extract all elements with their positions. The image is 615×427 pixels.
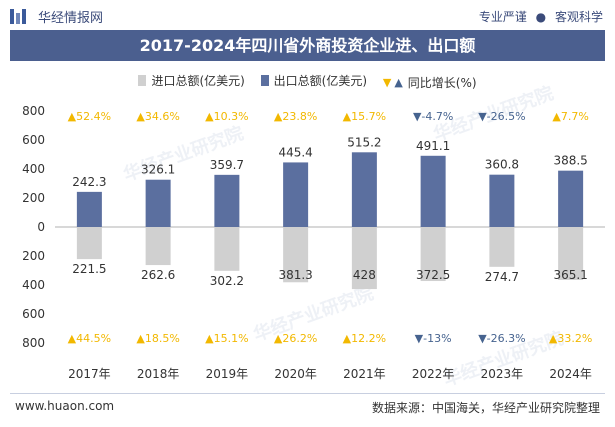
tagline: 专业严谨 ● 客观科学: [479, 8, 603, 25]
y-tick-label: 200: [22, 249, 45, 263]
export-value-label: 326.1: [141, 163, 175, 177]
import-growth-label: ▲18.5%: [136, 332, 179, 345]
export-bar: [76, 191, 102, 227]
legend-label-import: 进口总额(亿美元): [151, 74, 245, 88]
export-growth-label: ▲34.6%: [136, 110, 179, 123]
export-growth-label: ▲23.8%: [274, 110, 317, 123]
y-tick-label: 800: [22, 104, 45, 118]
import-value-label: 428: [353, 268, 376, 282]
legend-label-export: 出口总额(亿美元): [273, 74, 368, 88]
export-value-label: 242.3: [72, 175, 106, 189]
import-value-label: 221.5: [72, 262, 106, 276]
export-value-label: 445.4: [278, 145, 312, 159]
import-bar: [214, 227, 240, 271]
import-bar: [145, 227, 171, 266]
import-bar: [558, 227, 584, 280]
tagline-right: 客观科学: [554, 10, 603, 24]
top-bar: 华经情报网 专业严谨 ● 客观科学: [0, 0, 615, 30]
export-growth-label: ▲7.7%: [552, 110, 588, 123]
export-bar: [351, 152, 377, 227]
export-growth-label: ▲52.4%: [68, 110, 111, 123]
import-growth-label: ▲12.2%: [343, 332, 386, 345]
import-growth-label: ▲44.5%: [68, 332, 111, 345]
import-value-label: 274.7: [485, 270, 519, 284]
legend: 进口总额(亿美元) 出口总额(亿美元) ▼ ▲ 同比增长(%): [0, 72, 615, 91]
import-growth-label: ▲15.1%: [205, 332, 248, 345]
legend-swatch-export: [260, 75, 269, 86]
import-growth-label: ▲26.2%: [274, 332, 317, 345]
legend-item-import: 进口总额(亿美元): [138, 72, 245, 89]
tagline-dot: ●: [535, 10, 547, 24]
export-bar: [214, 174, 240, 227]
x-tick-label: 2023年: [481, 367, 524, 381]
import-growth-label: ▲33.2%: [549, 332, 592, 345]
x-tick-label: 2020年: [274, 367, 317, 381]
legend-label-growth: 同比增长(%): [407, 76, 477, 90]
x-tick-label: 2019年: [206, 367, 249, 381]
tagline-left: 专业严谨: [478, 10, 527, 24]
triangle-up-dark-icon: ▲: [394, 76, 403, 89]
import-value-label: 372.5: [416, 268, 450, 282]
export-growth-label: ▼-26.5%: [478, 110, 525, 123]
chart-title: 2017-2024年四川省外商投资企业进、出口额: [10, 30, 605, 61]
export-growth-label: ▲15.7%: [343, 110, 386, 123]
import-value-label: 365.1: [553, 268, 587, 282]
footer-divider: [10, 393, 605, 394]
import-bar: [489, 227, 515, 267]
footer-source: 数据来源：中国海关，华经产业研究院整理: [371, 401, 600, 415]
legend-item-growth: ▼ ▲ 同比增长(%): [383, 74, 477, 91]
export-bar: [420, 155, 446, 227]
y-tick-label: 600: [22, 307, 45, 321]
y-tick-label: 200: [22, 191, 45, 205]
y-tick-label: 400: [22, 162, 45, 176]
x-tick-label: 2017年: [68, 367, 111, 381]
export-bar: [558, 170, 584, 227]
import-value-label: 262.6: [141, 268, 175, 282]
export-value-label: 491.1: [416, 139, 450, 153]
export-growth-label: ▼-4.7%: [413, 110, 453, 123]
brand-name: 华经情报网: [38, 11, 104, 26]
y-tick-label: 400: [22, 278, 45, 292]
export-value-label: 388.5: [553, 154, 587, 168]
import-bar: [351, 227, 377, 290]
export-value-label: 359.7: [210, 158, 244, 172]
import-bar: [420, 227, 446, 282]
export-bar: [283, 162, 309, 227]
legend-item-export: 出口总额(亿美元): [260, 72, 368, 89]
import-value-label: 302.2: [210, 274, 244, 288]
export-value-label: 360.8: [485, 158, 519, 172]
import-growth-label: ▼-26.3%: [478, 332, 525, 345]
triangle-up-icon: ▼: [382, 76, 392, 89]
legend-swatch-import: [138, 75, 147, 86]
y-tick-label: 0: [37, 220, 45, 234]
export-growth-label: ▲10.3%: [205, 110, 248, 123]
import-bar: [283, 227, 309, 283]
import-bar: [76, 227, 102, 260]
export-value-label: 515.2: [347, 135, 381, 149]
footer-website: www.huaon.com: [15, 399, 115, 413]
brand: 华经情报网: [10, 7, 103, 26]
x-tick-label: 2022年: [412, 367, 455, 381]
y-tick-label: 600: [22, 133, 45, 147]
import-value-label: 381.3: [278, 268, 312, 282]
y-tick-label: 800: [22, 336, 45, 350]
x-tick-label: 2024年: [549, 367, 592, 381]
x-tick-label: 2018年: [137, 367, 180, 381]
import-growth-label: ▼-13%: [415, 332, 452, 345]
export-bar: [145, 179, 171, 227]
x-tick-label: 2021年: [343, 367, 386, 381]
brand-logo-icon: [10, 9, 32, 24]
export-bar: [489, 174, 515, 227]
